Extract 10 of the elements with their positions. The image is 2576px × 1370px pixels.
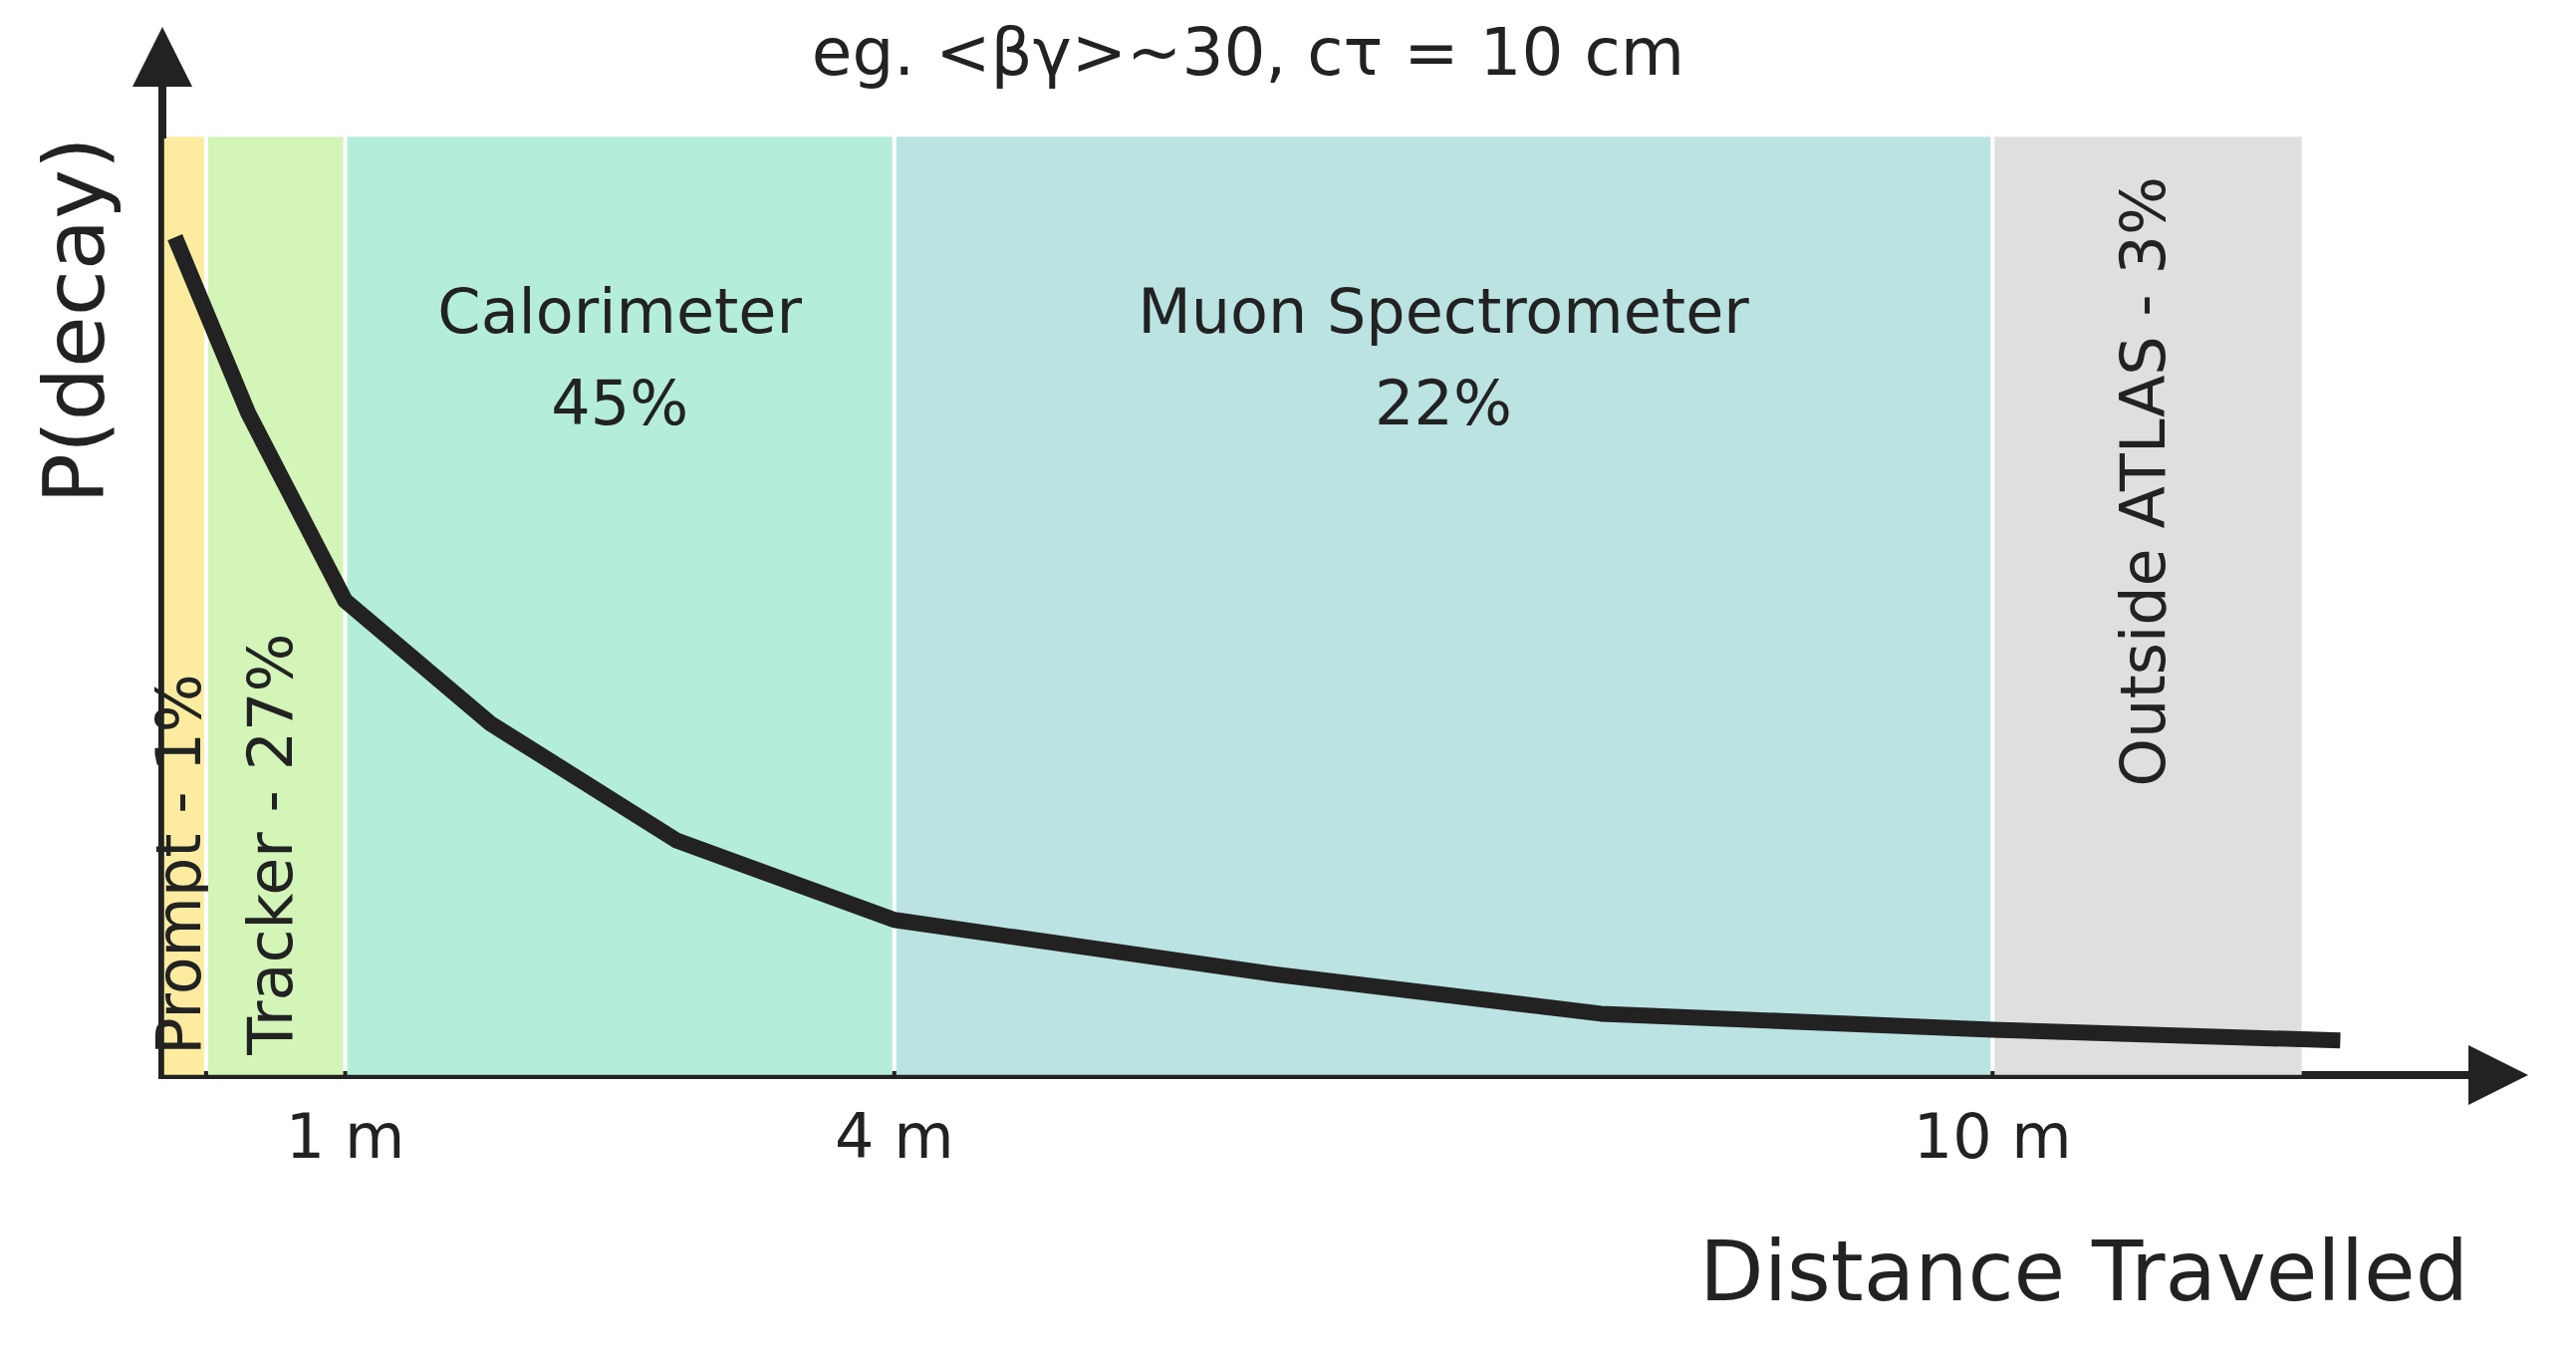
chart-title: eg. <βγ>~30, cτ = 10 cm (811, 13, 1685, 91)
x-tick-label: 10 m (1913, 1100, 2072, 1174)
band-label: Tracker - 27% (233, 633, 307, 1056)
band-label: Calorimeter 45% (437, 275, 803, 440)
band-label: Outside ATLAS - 3% (2106, 176, 2180, 787)
y-axis-title: P(decay) (26, 137, 125, 504)
band-label: Muon Spectrometer 22% (1138, 275, 1750, 440)
x-axis-title: Distance Travelled (1698, 1223, 2468, 1321)
x-tick-label: 1 m (285, 1100, 405, 1174)
x-tick-label: 4 m (835, 1100, 954, 1174)
